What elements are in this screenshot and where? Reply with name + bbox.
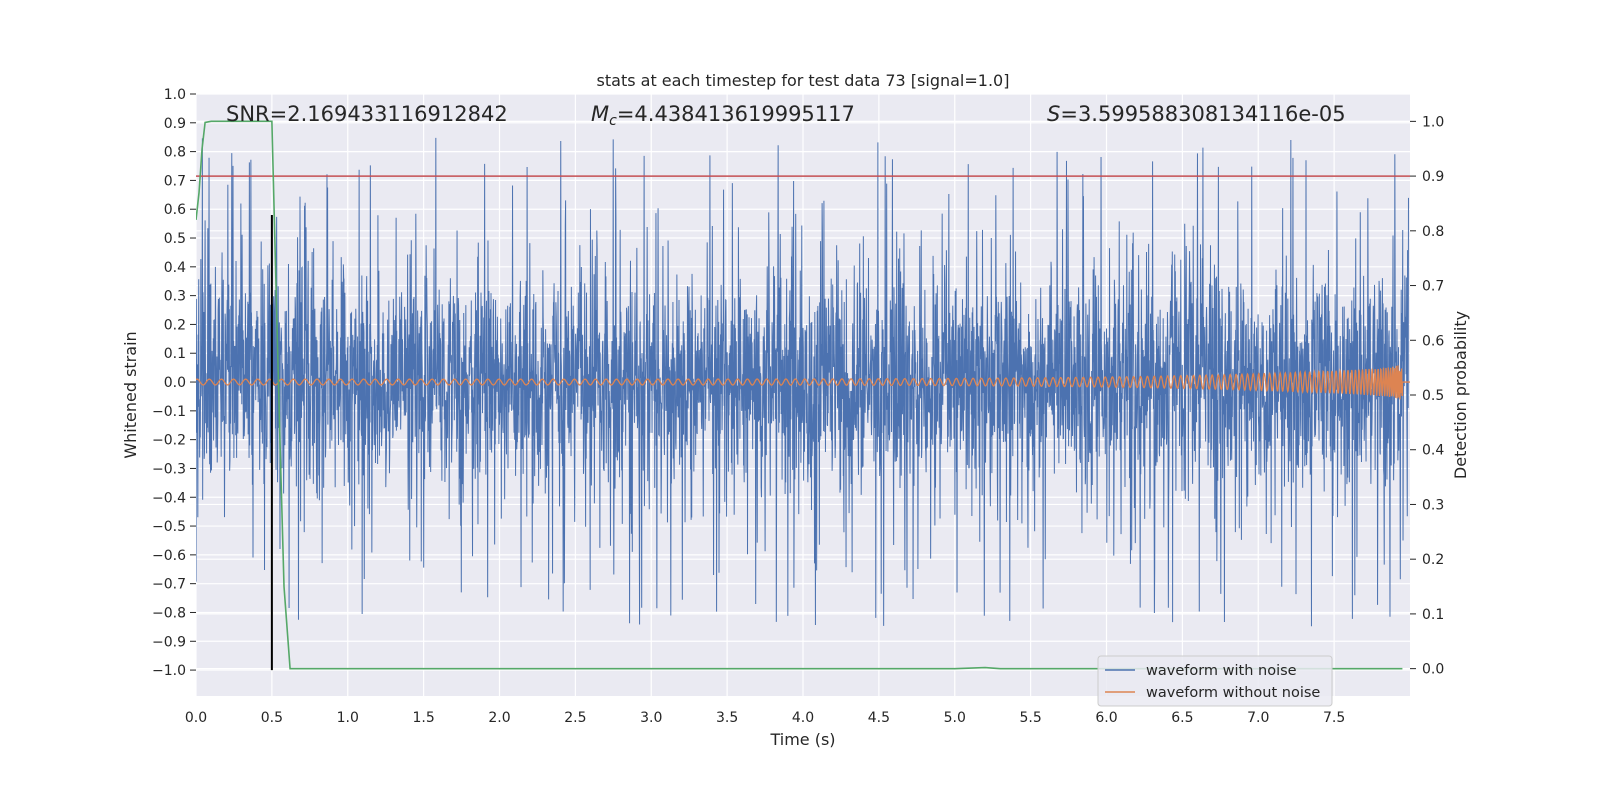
x-tick-label: 6.5 — [1171, 710, 1193, 726]
x-tick-label: 6.0 — [1095, 710, 1117, 726]
y-tick-label-left: 0.4 — [164, 260, 186, 276]
axis-ticks: 0.0 0.5 1.0 1.5 2.0 2.5 3.0 3.5 4.0 4.5 5.0 5.5 6.0 6… — [152, 87, 1444, 726]
y-tick-label-left: 0.9 — [164, 116, 186, 132]
y-tick-label-left: −0.4 — [152, 490, 186, 506]
y-tick-label-left: 0.8 — [164, 145, 186, 161]
series-layer — [196, 120, 1410, 671]
snr-value: 2.169433116912842 — [287, 102, 507, 126]
y-axis-label-left: Whitened strain — [121, 331, 140, 458]
s-annotation: S=3.599588308134116e-05 — [1047, 102, 1346, 126]
snr-prefix: SNR= — [226, 102, 287, 126]
y-tick-label-right: 1.0 — [1422, 114, 1444, 130]
y-tick-label-left: −0.2 — [152, 433, 186, 449]
y-tick-label-right: 0.0 — [1422, 662, 1444, 678]
y-tick-label-right: 0.9 — [1422, 169, 1444, 185]
x-tick-label: 7.5 — [1323, 710, 1345, 726]
x-tick-label: 4.5 — [868, 710, 890, 726]
y-tick-label-left: −0.5 — [152, 519, 186, 535]
y-tick-label-right: 0.5 — [1422, 388, 1444, 404]
x-tick-label: 0.5 — [261, 710, 283, 726]
y-tick-label-left: 1.0 — [164, 87, 186, 103]
y-tick-label-left: −0.3 — [152, 461, 186, 477]
y-tick-label-left: 0.2 — [164, 317, 186, 333]
y-tick-label-left: −0.9 — [152, 634, 186, 650]
y-tick-label-left: 0.5 — [164, 231, 186, 247]
mc-value: =4.438413619995117 — [617, 102, 855, 126]
y-tick-label-left: −0.7 — [152, 577, 186, 593]
y-tick-label-right: 0.1 — [1422, 607, 1444, 623]
x-tick-label: 0.0 — [185, 710, 207, 726]
series-line-waveform-without-noise — [196, 365, 1410, 400]
y-tick-label-left: 0.7 — [164, 173, 186, 189]
s-value: =3.599588308134116e-05 — [1060, 102, 1345, 126]
x-tick-label: 7.0 — [1247, 710, 1269, 726]
y-tick-label-right: 0.8 — [1422, 224, 1444, 240]
x-axis-label: Time (s) — [769, 730, 835, 749]
y-tick-label-left: 0.3 — [164, 289, 186, 305]
y-tick-label-left: −1.0 — [152, 663, 186, 679]
y-tick-label-right: 0.4 — [1422, 443, 1444, 459]
legend: waveform with noise waveform without noi… — [1097, 655, 1333, 707]
y-tick-label-left: 0.0 — [164, 375, 186, 391]
series-line-detection-probability — [196, 120, 1403, 670]
chart-title: stats at each timestep for test data 73 … — [597, 71, 1010, 90]
x-tick-label: 5.0 — [944, 710, 966, 726]
x-tick-label: 2.0 — [488, 710, 510, 726]
y-tick-label-left: 0.1 — [164, 346, 186, 362]
mc-subscript: c — [609, 113, 617, 129]
y-axis-label-right: Detection probability — [1451, 311, 1470, 479]
y-tick-label-right: 0.6 — [1422, 333, 1444, 349]
legend-label-waveform-without-noise: waveform without noise — [1146, 685, 1320, 701]
x-tick-label: 1.5 — [412, 710, 434, 726]
s-symbol: S — [1047, 102, 1060, 126]
y-tick-label-right: 0.3 — [1422, 497, 1444, 513]
series-line-waveform-with-noise — [196, 137, 1409, 627]
x-tick-label: 2.5 — [564, 710, 586, 726]
y-tick-label-right: 0.2 — [1422, 552, 1444, 568]
y-tick-label-right: 0.7 — [1422, 279, 1444, 295]
x-tick-label: 4.0 — [792, 710, 814, 726]
x-tick-label: 3.0 — [640, 710, 662, 726]
x-tick-label: 3.5 — [716, 710, 738, 726]
mc-symbol: M — [591, 102, 609, 126]
legend-label-waveform-with-noise: waveform with noise — [1146, 663, 1297, 679]
y-tick-label-left: 0.6 — [164, 202, 186, 218]
x-tick-label: 5.5 — [1019, 710, 1041, 726]
legend-box — [1097, 655, 1333, 707]
y-tick-label-left: −0.8 — [152, 605, 186, 621]
chirp-mass-annotation: Mc=4.438413619995117 — [591, 102, 855, 129]
x-tick-label: 1.0 — [337, 710, 359, 726]
y-tick-label-left: −0.6 — [152, 548, 186, 564]
snr-annotation: SNR=2.169433116912842 — [226, 102, 508, 126]
y-tick-label-left: −0.1 — [152, 404, 186, 420]
